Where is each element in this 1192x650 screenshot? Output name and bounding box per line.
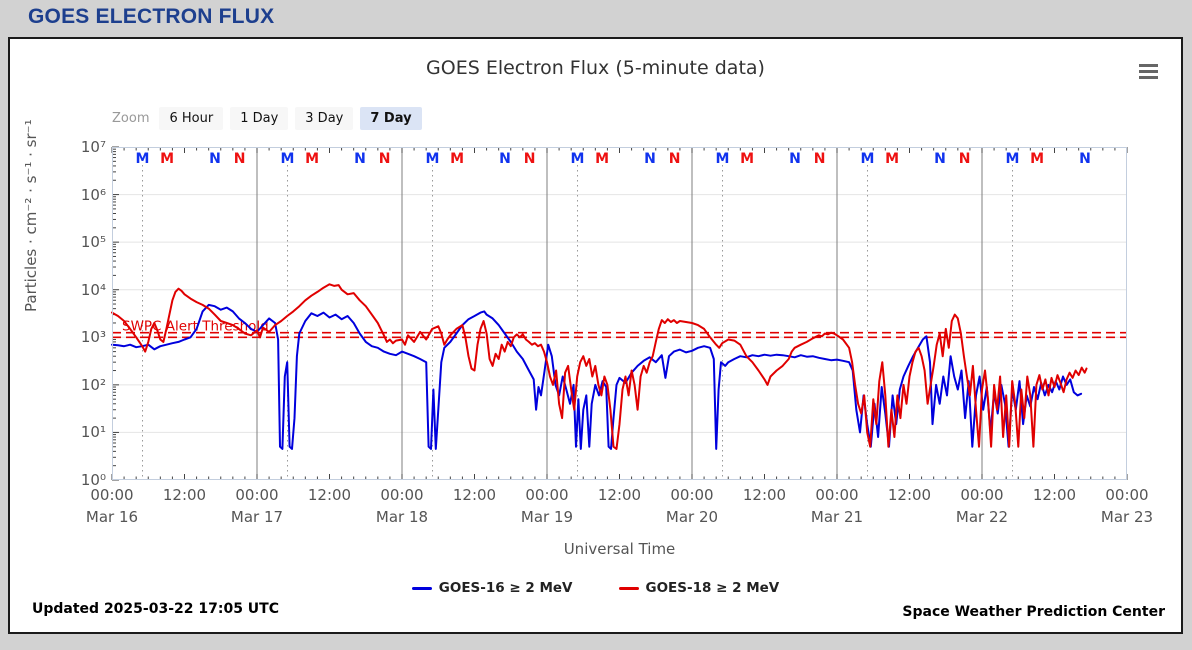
goes18-line-swatch-icon	[618, 586, 639, 590]
zoom-button-1day[interactable]: 1 Day	[230, 107, 289, 130]
satellite-marker-letter: N	[814, 151, 826, 167]
legend-label-goes18: GOES-18 ≥ 2 MeV	[645, 580, 780, 596]
x-tick-date-label: Mar 18	[375, 508, 429, 526]
satellite-marker-letter: M	[740, 151, 754, 167]
satellite-marker-letter: M	[426, 151, 440, 167]
satellite-marker-letter: M	[571, 151, 585, 167]
satellite-marker-letter: N	[644, 151, 656, 167]
x-tick-time-label: 12:00	[307, 486, 352, 504]
satellite-marker-letter: N	[789, 151, 801, 167]
satellite-marker-letter: N	[379, 151, 391, 167]
chart-container: GOES Electron Flux (5-minute data) Zoom …	[10, 39, 1181, 632]
zoom-label: Zoom	[112, 111, 150, 126]
satellite-marker-letter: N	[354, 151, 366, 167]
satellite-marker-letter: M	[160, 151, 174, 167]
satellite-marker-letter: M	[1006, 151, 1020, 167]
x-axis-title: Universal Time	[563, 540, 676, 558]
satellite-marker-letter: N	[1079, 151, 1091, 167]
x-tick-time-label: 00:00	[960, 486, 1004, 504]
hamburger-icon	[1139, 76, 1158, 79]
zoom-button-3day[interactable]: 3 Day	[295, 107, 354, 130]
series-line-goes16	[111, 303, 1083, 450]
x-tick-date-label: Mar 22	[955, 508, 1009, 526]
y-tick-label: 10⁶	[80, 185, 106, 204]
satellite-marker-letter: M	[1030, 151, 1044, 167]
y-tick-label: 10⁰	[80, 471, 106, 489]
page-header-strip: GOES ELECTRON FLUX	[0, 0, 1192, 37]
updated-timestamp: Updated 2025-03-22 17:05 UTC	[32, 601, 279, 617]
swpc-credit: Space Weather Prediction Center	[902, 604, 1165, 620]
goes16-line-swatch-icon	[411, 586, 432, 590]
satellite-marker-letter: M	[450, 151, 464, 167]
alert-threshold-label: SWPC Alert Threshold	[122, 319, 269, 335]
legend-label-goes16: GOES-16 ≥ 2 MeV	[438, 580, 573, 596]
satellite-marker-letter: M	[716, 151, 730, 167]
satellite-marker-letter: M	[305, 151, 319, 167]
hamburger-icon	[1139, 64, 1158, 67]
satellite-marker-letter: N	[959, 151, 971, 167]
y-tick-label: 10³	[80, 328, 106, 347]
x-tick-time-label: 00:00	[1105, 486, 1149, 504]
x-tick-time-label: 00:00	[525, 486, 569, 504]
x-tick-date-label: Mar 19	[520, 508, 574, 526]
page-bottom-strip	[0, 634, 1192, 650]
satellite-marker-letter: M	[136, 151, 150, 167]
zoom-button-7day[interactable]: 7 Day	[360, 107, 422, 130]
satellite-marker-letter: M	[281, 151, 295, 167]
satellite-marker-letter: M	[595, 151, 609, 167]
legend-item-goes18[interactable]: GOES-18 ≥ 2 MeV	[618, 580, 780, 596]
x-tick-time-label: 00:00	[670, 486, 714, 504]
x-tick-date-label: Mar 20	[665, 508, 719, 526]
satellite-marker-letter: N	[524, 151, 536, 167]
satellite-marker-letter: N	[669, 151, 681, 167]
y-tick-label: 10⁷	[80, 138, 106, 156]
y-tick-label: 10⁵	[80, 233, 106, 252]
x-tick-date-label: Mar 17	[230, 508, 284, 526]
y-tick-label: 10¹	[80, 423, 106, 442]
x-tick-time-label: 12:00	[597, 486, 642, 504]
x-tick-date-label: Mar 16	[85, 508, 139, 526]
satellite-marker-letter: N	[499, 151, 511, 167]
zoom-button-6hour[interactable]: 6 Hour	[159, 107, 224, 130]
satellite-marker-letter: N	[234, 151, 246, 167]
chart-menu-button[interactable]	[1139, 61, 1167, 85]
x-tick-time-label: 12:00	[452, 486, 497, 504]
series-line-goes18	[111, 283, 1088, 450]
legend: GOES-16 ≥ 2 MeV GOES-18 ≥ 2 MeV	[10, 580, 1181, 596]
x-tick-date-label: Mar 21	[810, 508, 864, 526]
satellite-marker-letter: N	[934, 151, 946, 167]
satellite-marker-letter: N	[209, 151, 221, 167]
hamburger-icon	[1139, 70, 1158, 73]
y-tick-label: 10⁴	[80, 280, 106, 299]
page-title: GOES ELECTRON FLUX	[28, 5, 275, 28]
y-tick-label: 10²	[80, 375, 106, 394]
x-tick-time-label: 00:00	[815, 486, 859, 504]
x-tick-time-label: 12:00	[162, 486, 207, 504]
x-tick-time-label: 12:00	[1032, 486, 1077, 504]
x-tick-time-label: 00:00	[380, 486, 424, 504]
chart-title: GOES Electron Flux (5-minute data)	[426, 57, 765, 79]
chart-panel: GOES Electron Flux (5-minute data) Zoom …	[8, 37, 1183, 634]
x-tick-time-label: 00:00	[235, 486, 279, 504]
x-tick-time-label: 12:00	[887, 486, 932, 504]
satellite-marker-letter: M	[885, 151, 899, 167]
satellite-marker-letter: M	[861, 151, 875, 167]
x-tick-time-label: 00:00	[90, 486, 134, 504]
x-tick-time-label: 12:00	[742, 486, 787, 504]
x-tick-date-label: Mar 23	[1100, 508, 1154, 526]
plot-area[interactable]: SWPC Alert Threshold M M N N M M N N M M N N M M N N M M N N…	[111, 146, 1128, 481]
range-selector: Zoom 6 Hour 1 Day 3 Day 7 Day	[112, 107, 429, 130]
legend-item-goes16[interactable]: GOES-16 ≥ 2 MeV	[411, 580, 573, 596]
